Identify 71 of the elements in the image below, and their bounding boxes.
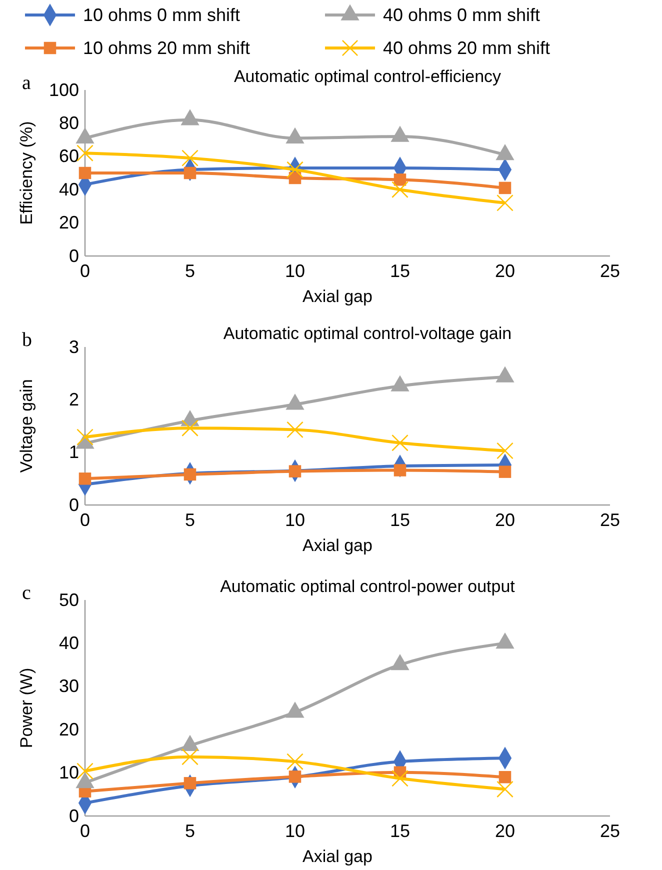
point bbox=[390, 654, 410, 670]
x-tick-label: 25 bbox=[600, 260, 620, 281]
legend-label: 40 ohms 0 mm shift bbox=[383, 5, 540, 25]
point bbox=[392, 770, 408, 787]
point bbox=[496, 366, 514, 382]
y-tick-label: 10 bbox=[58, 762, 79, 783]
point bbox=[76, 762, 94, 780]
point bbox=[496, 442, 514, 460]
text: a bbox=[22, 72, 31, 94]
point bbox=[288, 465, 302, 478]
y-tick-label: 40 bbox=[58, 632, 79, 653]
point bbox=[390, 375, 410, 392]
x-axis-title: Axial gap bbox=[302, 847, 372, 866]
point bbox=[184, 468, 196, 481]
point bbox=[392, 434, 408, 452]
point bbox=[498, 466, 512, 478]
y-axis-title: Voltage gain bbox=[17, 379, 36, 473]
point bbox=[394, 464, 406, 476]
x-tick-label: 5 bbox=[184, 820, 196, 841]
x-tick-label: 20 bbox=[494, 820, 516, 841]
point bbox=[182, 748, 198, 766]
text: b bbox=[22, 329, 32, 351]
y-tick-label: 20 bbox=[58, 212, 79, 233]
point bbox=[184, 777, 196, 790]
y-tick-label: 1 bbox=[68, 442, 79, 462]
x-tick-label: 15 bbox=[390, 820, 410, 841]
legend-label: 40 ohms 20 mm shift bbox=[383, 38, 550, 58]
chart-title: Automatic optimal control-voltage gain bbox=[223, 324, 512, 343]
y-tick-label: 2 bbox=[68, 389, 79, 410]
y-tick-label: 0 bbox=[68, 806, 79, 826]
point bbox=[498, 770, 512, 784]
x-tick-label: 15 bbox=[390, 510, 410, 530]
x-tick-label: 15 bbox=[390, 260, 410, 281]
point bbox=[76, 428, 94, 446]
point bbox=[286, 753, 304, 770]
y-tick-label: 0 bbox=[68, 494, 79, 515]
y-tick-label: 80 bbox=[58, 112, 79, 133]
y-tick-label: 30 bbox=[58, 676, 79, 696]
chart-title: Automatic optimal control-efficiency bbox=[234, 67, 502, 86]
y-tick-label: 100 bbox=[48, 80, 79, 100]
x-axis-title: Axial gap bbox=[302, 536, 372, 555]
x-tick-label: 10 bbox=[284, 510, 306, 530]
x-tick-label: 10 bbox=[284, 260, 306, 281]
x-tick-label: 20 bbox=[494, 260, 516, 281]
x-tick-label: 25 bbox=[600, 820, 620, 841]
point bbox=[78, 472, 92, 485]
point bbox=[496, 632, 514, 649]
point bbox=[288, 770, 302, 783]
y-tick-label: 50 bbox=[58, 590, 79, 610]
x-tick-label: 20 bbox=[494, 510, 516, 530]
y-tick-label: 60 bbox=[58, 146, 79, 166]
point bbox=[286, 702, 304, 718]
point bbox=[286, 394, 304, 410]
x-axis-title: Axial gap bbox=[302, 287, 372, 306]
y-tick-label: 20 bbox=[58, 719, 79, 740]
chart-title: Automatic optimal control-power output bbox=[220, 577, 516, 596]
point bbox=[496, 780, 514, 798]
text: c bbox=[22, 582, 31, 604]
y-tick-label: 40 bbox=[58, 179, 79, 200]
y-tick-label: 3 bbox=[68, 336, 79, 357]
x-tick-label: 25 bbox=[600, 510, 620, 530]
point bbox=[286, 421, 304, 438]
x-tick-label: 5 bbox=[184, 510, 196, 530]
legend-label: 10 ohms 20 mm shift bbox=[83, 38, 250, 58]
y-axis-title: Power (W) bbox=[17, 668, 36, 748]
x-tick-label: 5 bbox=[184, 260, 196, 281]
y-axis-title: Efficiency (%) bbox=[17, 121, 36, 225]
y-tick-label: 0 bbox=[68, 246, 79, 266]
legend-label: 10 ohms 0 mm shift bbox=[83, 5, 240, 25]
x-tick-label: 10 bbox=[284, 820, 306, 841]
point bbox=[182, 420, 198, 437]
